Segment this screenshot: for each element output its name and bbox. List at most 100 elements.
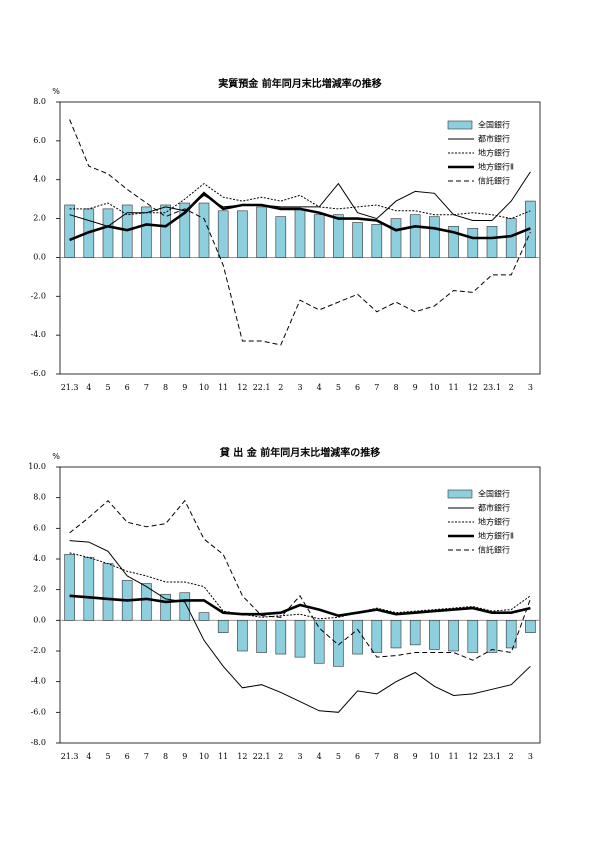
legend-label: 地方銀行 bbox=[478, 517, 510, 527]
legend-label: 全国銀行 bbox=[478, 120, 510, 130]
bar bbox=[64, 204, 75, 258]
x-tick-label: 2 bbox=[278, 383, 283, 392]
bar bbox=[352, 620, 363, 655]
x-tick-label: 10 bbox=[199, 752, 209, 761]
bar bbox=[505, 620, 517, 649]
bar bbox=[256, 206, 267, 258]
x-tick-label: 6 bbox=[355, 383, 360, 392]
x-tick-label: 21.3 bbox=[61, 752, 79, 761]
x-tick-label: 11 bbox=[218, 752, 228, 761]
y-tick-label: -8.0 bbox=[31, 738, 46, 747]
x-tick-label: 6 bbox=[125, 383, 130, 392]
x-tick-label: 12 bbox=[237, 383, 247, 392]
line-series bbox=[69, 119, 531, 346]
x-tick-label: 12 bbox=[237, 752, 247, 761]
chart-title: 実質預金 前年同月末比増減率の推移 bbox=[218, 77, 381, 90]
x-tick-label: 2 bbox=[509, 383, 514, 392]
chart-title: 貸 出 金 前年同月末比増減率の推移 bbox=[219, 446, 380, 459]
x-tick-label: 4 bbox=[86, 752, 91, 761]
x-tick-label: 5 bbox=[336, 752, 341, 761]
x-tick-label: 8 bbox=[393, 752, 398, 761]
y-tick-label: 0.0 bbox=[33, 252, 46, 261]
bar bbox=[467, 620, 479, 653]
legend-label: 信託銀行 bbox=[478, 176, 510, 186]
x-tick-label: 4 bbox=[317, 383, 322, 392]
bar bbox=[275, 216, 287, 258]
x-tick-label: 7 bbox=[374, 752, 379, 761]
bar bbox=[352, 222, 363, 258]
line-series bbox=[69, 191, 531, 242]
bar bbox=[179, 592, 191, 621]
y-tick-label: 0.0 bbox=[33, 615, 46, 624]
bar bbox=[313, 620, 325, 664]
x-tick-label: 8 bbox=[393, 383, 398, 392]
y-unit: % bbox=[52, 452, 60, 461]
y-tick-label: -6.0 bbox=[31, 707, 46, 716]
legend-label: 地方銀行Ⅱ bbox=[478, 162, 514, 172]
y-tick-label: 4.0 bbox=[33, 554, 46, 563]
y-tick-label: 8.0 bbox=[33, 493, 46, 502]
bar bbox=[198, 612, 210, 621]
y-tick-label: -6.0 bbox=[31, 369, 46, 378]
x-tick-label: 9 bbox=[413, 383, 418, 392]
bar bbox=[64, 554, 75, 621]
legend-label: 都市銀行 bbox=[478, 134, 510, 144]
x-tick-label: 3 bbox=[297, 752, 302, 761]
bar bbox=[486, 620, 498, 653]
bar bbox=[179, 202, 191, 258]
bar bbox=[102, 563, 114, 621]
y-tick-label: 2.0 bbox=[33, 214, 46, 223]
bar bbox=[256, 620, 267, 653]
y-tick-label: 8.0 bbox=[33, 97, 46, 106]
bar bbox=[294, 208, 306, 258]
bar bbox=[486, 226, 498, 258]
y-unit: % bbox=[52, 87, 60, 96]
x-tick-label: 6 bbox=[355, 752, 360, 761]
y-tick-label: -2.0 bbox=[31, 291, 46, 300]
x-tick-label: 12 bbox=[468, 383, 478, 392]
bar bbox=[217, 620, 229, 633]
bar bbox=[525, 620, 536, 633]
x-tick-label: 8 bbox=[163, 752, 168, 761]
bar bbox=[429, 620, 440, 650]
x-tick-label: 9 bbox=[182, 752, 187, 761]
bar bbox=[160, 593, 171, 621]
bar bbox=[237, 210, 248, 258]
x-tick-label: 9 bbox=[182, 383, 187, 392]
x-tick-label: 11 bbox=[449, 752, 459, 761]
x-tick-label: 5 bbox=[336, 383, 341, 392]
x-tick-label: 7 bbox=[374, 383, 379, 392]
bar bbox=[390, 620, 402, 649]
bar bbox=[467, 227, 479, 258]
x-tick-label: 10 bbox=[199, 383, 209, 392]
bar bbox=[294, 620, 306, 658]
bar bbox=[371, 224, 383, 258]
legend-label: 地方銀行Ⅱ bbox=[478, 531, 514, 541]
bar bbox=[237, 620, 248, 652]
x-tick-label: 5 bbox=[105, 752, 110, 761]
bar bbox=[198, 202, 210, 258]
bar bbox=[371, 620, 383, 653]
x-tick-label: 2 bbox=[509, 752, 514, 761]
bar bbox=[448, 620, 459, 652]
x-tick-label: 23.1 bbox=[483, 383, 501, 392]
x-tick-label: 10 bbox=[429, 752, 439, 761]
x-tick-label: 4 bbox=[317, 752, 322, 761]
x-tick-label: 9 bbox=[413, 752, 418, 761]
line-series bbox=[69, 552, 531, 620]
bar bbox=[429, 216, 440, 258]
x-tick-label: 22.1 bbox=[253, 752, 271, 761]
y-tick-label: -4.0 bbox=[31, 677, 46, 686]
bar bbox=[275, 620, 287, 655]
bar bbox=[333, 214, 344, 258]
y-tick-label: -4.0 bbox=[31, 330, 46, 339]
plot-area bbox=[59, 466, 541, 744]
bar bbox=[333, 620, 344, 667]
x-tick-label: 12 bbox=[468, 752, 478, 761]
bar bbox=[141, 583, 152, 621]
line-series bbox=[69, 182, 531, 220]
bar bbox=[313, 214, 325, 258]
x-tick-label: 3 bbox=[297, 383, 302, 392]
bar bbox=[83, 557, 95, 621]
x-tick-label: 21.3 bbox=[61, 383, 79, 392]
